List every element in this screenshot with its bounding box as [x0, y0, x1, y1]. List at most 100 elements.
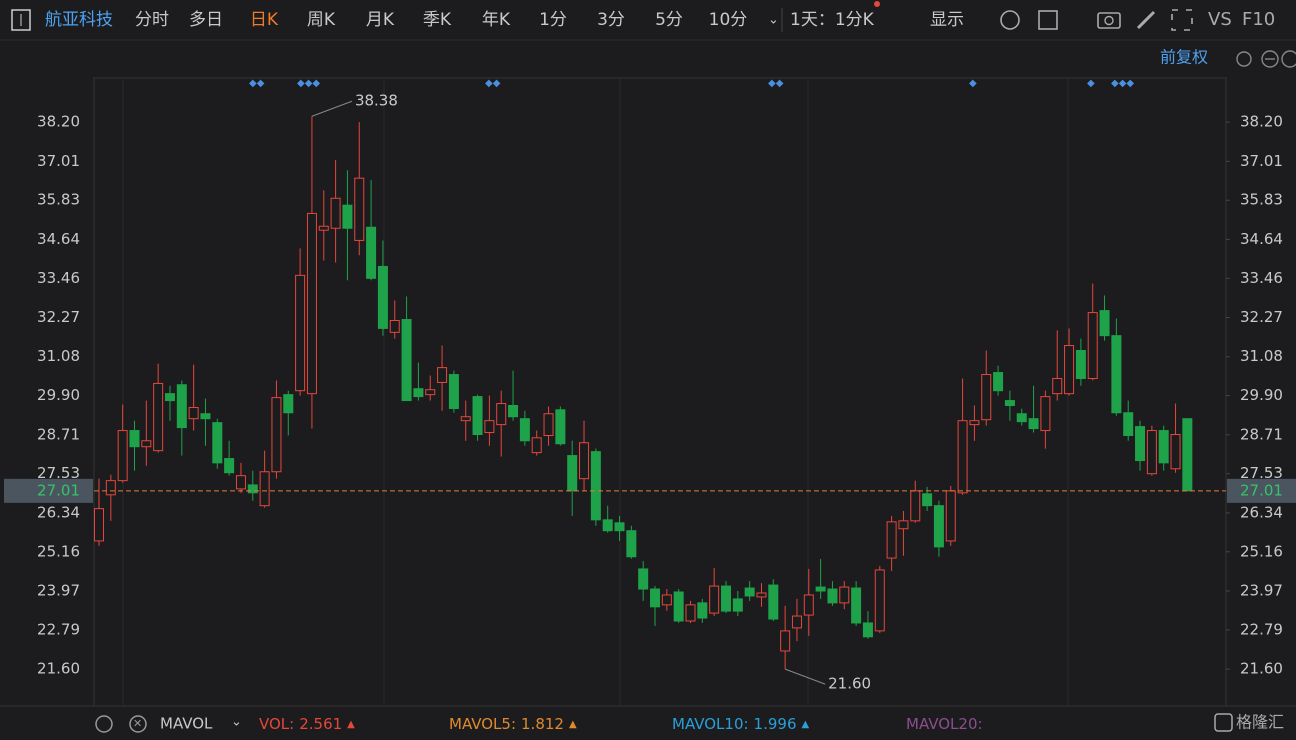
indicator-item: MAVOL10: 1.996 ▲: [672, 715, 810, 733]
vs-button[interactable]: VS: [1208, 9, 1232, 30]
candle-body: [1135, 426, 1146, 462]
adjust-mode[interactable]: 前复权: [1160, 48, 1208, 67]
f10-button[interactable]: F10: [1242, 9, 1275, 30]
candle-body: [235, 475, 246, 490]
camera-icon[interactable]: [1097, 12, 1121, 29]
candle-body: [1004, 400, 1015, 407]
period-tab[interactable]: 年K: [482, 10, 511, 30]
period-tab[interactable]: 日K: [250, 10, 279, 30]
candle-body: [791, 615, 802, 629]
camera-lens: [1104, 15, 1114, 26]
zoom-out-icon[interactable]: [1261, 50, 1279, 68]
candle-body: [567, 455, 578, 492]
period-tab[interactable]: 10分: [709, 10, 748, 30]
candle-body: [354, 177, 365, 241]
indicator-name[interactable]: MAVOL: [160, 715, 213, 733]
menu-icon[interactable]: [11, 9, 31, 31]
event-marker[interactable]: ◆◆: [768, 78, 784, 89]
candle-body: [283, 394, 294, 414]
candle-body: [164, 393, 175, 402]
close-x: ✕: [133, 717, 142, 730]
candle-body: [188, 406, 199, 420]
fullscreen-icon[interactable]: [1171, 9, 1193, 31]
candle-body: [922, 493, 933, 507]
indicator-item: MAVOL20:: [906, 715, 983, 733]
event-marker[interactable]: ◆◆: [485, 78, 501, 89]
zoom-in-icon[interactable]: [1281, 50, 1296, 68]
display-menu[interactable]: 显示: [930, 10, 964, 30]
candle-body: [366, 226, 377, 279]
candle-body: [330, 197, 341, 229]
period-tab[interactable]: 5分: [655, 10, 683, 30]
event-marker[interactable]: ◆◆◆: [1111, 78, 1134, 89]
period-tab[interactable]: 3分: [597, 10, 625, 30]
caret[interactable]: ⌄: [768, 13, 779, 28]
candle-body: [271, 397, 282, 473]
interval[interactable]: 1天：1分K: [790, 10, 875, 30]
y2-tick-label: 21.60: [1240, 660, 1283, 678]
y-tick-label: 21.60: [37, 660, 80, 678]
indicator-item: MAVOL5: 1.812 ▲: [449, 715, 577, 733]
trend-arrow: ▲: [347, 719, 355, 730]
pen-icon[interactable]: [1136, 10, 1156, 30]
y2-tick-label: 28.71: [1240, 425, 1283, 443]
candle-body: [981, 374, 992, 421]
candle-body: [1158, 430, 1169, 464]
candle-body: [993, 372, 1004, 392]
candle-body: [247, 484, 258, 494]
high-annotation: 38.38: [355, 92, 398, 110]
indicator-close[interactable]: [129, 715, 147, 733]
settings-icon[interactable]: [1000, 10, 1020, 30]
layout-icon[interactable]: [1038, 10, 1058, 30]
candle-body: [732, 598, 743, 612]
y2-tick-label: 37.01: [1240, 152, 1283, 170]
indicator-item: VOL: 2.561 ▲: [259, 715, 355, 733]
candle-body: [768, 584, 779, 620]
watermark: 格隆汇: [1236, 713, 1284, 732]
candle-body: [933, 505, 944, 548]
candle-body: [957, 420, 968, 494]
candle-body: [377, 265, 388, 329]
event-marker[interactable]: ◆◆◆: [297, 78, 320, 89]
candle-body: [650, 588, 661, 608]
event-marker[interactable]: ◆: [1087, 78, 1095, 89]
event-marker[interactable]: ◆◆: [249, 78, 265, 89]
low-annotation: 21.60: [828, 675, 871, 693]
candle-body: [626, 530, 637, 558]
period-tab[interactable]: 季K: [423, 10, 452, 30]
stock-name[interactable]: 航亚科技: [45, 10, 113, 30]
candle-body: [1123, 412, 1134, 436]
candle-body: [661, 594, 672, 606]
y-tick-label: 37.01: [37, 152, 80, 170]
event-marker[interactable]: ◆: [969, 78, 977, 89]
candle-body: [756, 592, 767, 598]
candle-body: [200, 413, 211, 420]
y-tick-label: 32.27: [37, 308, 80, 326]
y2-tick-label: 29.90: [1240, 386, 1283, 404]
y2-tick-label: 22.79: [1240, 620, 1283, 638]
candle-body: [862, 622, 873, 638]
candle-body: [413, 388, 424, 398]
trend-arrow: ▲: [569, 719, 577, 730]
candle-body: [898, 520, 909, 530]
indicator-label: MAVOL20:: [906, 715, 983, 733]
reset-icon[interactable]: [1236, 51, 1252, 67]
indicator-caret[interactable]: ⌄: [231, 715, 242, 730]
candle-body: [484, 420, 495, 434]
indicator-value: 1.996: [754, 715, 797, 733]
annotation-leader: [311, 100, 353, 117]
candle-body: [117, 430, 128, 482]
candle-body: [638, 568, 649, 590]
candle-body: [129, 430, 140, 448]
period-tab[interactable]: 月K: [366, 10, 395, 30]
candle-body: [874, 569, 885, 632]
period-tab[interactable]: 多日: [189, 10, 223, 30]
period-tab[interactable]: 周K: [307, 10, 336, 30]
indicator-settings[interactable]: [95, 715, 113, 733]
period-tab[interactable]: 分时: [135, 10, 169, 30]
period-tab[interactable]: 1分: [539, 10, 567, 30]
candle-body: [1099, 310, 1110, 337]
candle-body: [1040, 396, 1051, 432]
candle-body: [910, 490, 921, 522]
